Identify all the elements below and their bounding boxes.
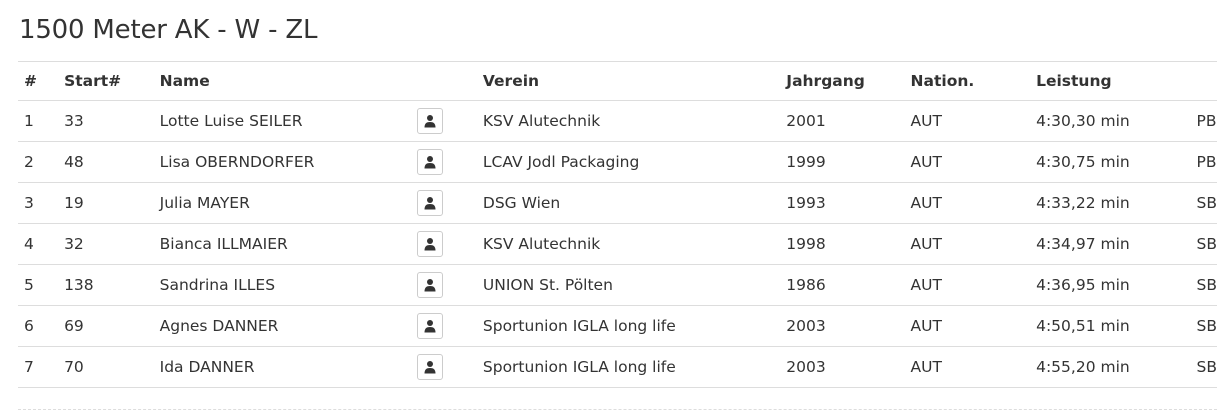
athlete-name-cell: Agnes DANNER xyxy=(153,305,412,347)
profile-cell xyxy=(411,346,477,388)
rank-cell: 1 xyxy=(18,100,59,142)
profile-cell xyxy=(411,141,477,183)
header-birth-year: Jahrgang xyxy=(780,61,905,101)
table-row: 3 19 Julia MAYER DSG Wien 1993 AUT 4:33,… xyxy=(18,182,1217,224)
record-note-cell: SB xyxy=(1190,182,1217,224)
athlete-name-cell: Julia MAYER xyxy=(153,182,412,224)
athlete-profile-button[interactable] xyxy=(417,272,444,298)
athlete-profile-button[interactable] xyxy=(417,313,444,339)
table-row: 5 138 Sandrina ILLES UNION St. Pölten 19… xyxy=(18,264,1217,306)
athlete-profile-button[interactable] xyxy=(417,231,444,257)
performance-cell: 4:55,20 min xyxy=(1030,346,1191,388)
club-cell: LCAV Jodl Packaging xyxy=(476,141,781,183)
start-number-cell: 32 xyxy=(58,223,154,265)
user-icon xyxy=(424,197,436,210)
start-number-cell: 33 xyxy=(58,100,154,142)
club-cell: DSG Wien xyxy=(476,182,781,224)
athlete-profile-button[interactable] xyxy=(417,354,444,380)
nation-cell: AUT xyxy=(904,264,1031,306)
club-cell: Sportunion IGLA long life xyxy=(476,305,781,347)
club-cell: UNION St. Pölten xyxy=(476,264,781,306)
table-row: 6 69 Agnes DANNER Sportunion IGLA long l… xyxy=(18,305,1217,347)
record-note-cell: SB xyxy=(1190,264,1217,306)
athlete-name-cell: Lisa OBERNDORFER xyxy=(153,141,412,183)
rank-cell: 5 xyxy=(18,264,59,306)
header-note xyxy=(1190,61,1217,101)
rank-cell: 6 xyxy=(18,305,59,347)
nation-cell: AUT xyxy=(904,223,1031,265)
rank-cell: 4 xyxy=(18,223,59,265)
page-title: 1500 Meter AK - W - ZL xyxy=(19,15,318,45)
rank-cell: 2 xyxy=(18,141,59,183)
birth-year-cell: 1999 xyxy=(780,141,905,183)
table-row: 1 33 Lotte Luise SEILER KSV Alutechnik 2… xyxy=(18,100,1217,142)
results-body: 1 33 Lotte Luise SEILER KSV Alutechnik 2… xyxy=(18,100,1217,388)
table-row: 2 48 Lisa OBERNDORFER LCAV Jodl Packagin… xyxy=(18,141,1217,183)
performance-cell: 4:36,95 min xyxy=(1030,264,1191,306)
profile-cell xyxy=(411,182,477,224)
birth-year-cell: 1998 xyxy=(780,223,905,265)
header-rank: # xyxy=(18,61,59,101)
header-start-number: Start# xyxy=(58,61,154,101)
athlete-profile-button[interactable] xyxy=(417,190,444,216)
user-icon xyxy=(424,115,436,128)
start-number-cell: 70 xyxy=(58,346,154,388)
athlete-name-cell: Bianca ILLMAIER xyxy=(153,223,412,265)
start-number-cell: 69 xyxy=(58,305,154,347)
record-note-cell: SB xyxy=(1190,346,1217,388)
start-number-cell: 19 xyxy=(58,182,154,224)
user-icon xyxy=(424,156,436,169)
bottom-divider xyxy=(18,409,1217,410)
club-cell: KSV Alutechnik xyxy=(476,100,781,142)
record-note-cell: PB xyxy=(1190,141,1217,183)
athlete-profile-button[interactable] xyxy=(417,149,444,175)
table-row: 4 32 Bianca ILLMAIER KSV Alutechnik 1998… xyxy=(18,223,1217,265)
birth-year-cell: 1986 xyxy=(780,264,905,306)
athlete-name-cell: Sandrina ILLES xyxy=(153,264,412,306)
athlete-profile-button[interactable] xyxy=(417,108,444,134)
performance-cell: 4:33,22 min xyxy=(1030,182,1191,224)
table-row: 7 70 Ida DANNER Sportunion IGLA long lif… xyxy=(18,346,1217,388)
nation-cell: AUT xyxy=(904,305,1031,347)
nation-cell: AUT xyxy=(904,182,1031,224)
start-number-cell: 48 xyxy=(58,141,154,183)
nation-cell: AUT xyxy=(904,141,1031,183)
performance-cell: 4:34,97 min xyxy=(1030,223,1191,265)
club-cell: KSV Alutechnik xyxy=(476,223,781,265)
record-note-cell: SB xyxy=(1190,305,1217,347)
rank-cell: 3 xyxy=(18,182,59,224)
birth-year-cell: 2001 xyxy=(780,100,905,142)
profile-cell xyxy=(411,223,477,265)
athlete-name-cell: Ida DANNER xyxy=(153,346,412,388)
user-icon xyxy=(424,238,436,251)
birth-year-cell: 2003 xyxy=(780,305,905,347)
header-performance: Leistung xyxy=(1030,61,1191,101)
birth-year-cell: 2003 xyxy=(780,346,905,388)
athlete-name-cell: Lotte Luise SEILER xyxy=(153,100,412,142)
nation-cell: AUT xyxy=(904,346,1031,388)
nation-cell: AUT xyxy=(904,100,1031,142)
header-profile xyxy=(411,61,477,101)
club-cell: Sportunion IGLA long life xyxy=(476,346,781,388)
profile-cell xyxy=(411,305,477,347)
user-icon xyxy=(424,320,436,333)
performance-cell: 4:30,75 min xyxy=(1030,141,1191,183)
birth-year-cell: 1993 xyxy=(780,182,905,224)
user-icon xyxy=(424,361,436,374)
performance-cell: 4:50,51 min xyxy=(1030,305,1191,347)
profile-cell xyxy=(411,264,477,306)
user-icon xyxy=(424,279,436,292)
record-note-cell: SB xyxy=(1190,223,1217,265)
profile-cell xyxy=(411,100,477,142)
start-number-cell: 138 xyxy=(58,264,154,306)
rank-cell: 7 xyxy=(18,346,59,388)
performance-cell: 4:30,30 min xyxy=(1030,100,1191,142)
header-club: Verein xyxy=(476,61,781,101)
header-nation: Nation. xyxy=(904,61,1031,101)
record-note-cell: PB xyxy=(1190,100,1217,142)
table-header-row: # Start# Name Verein Jahrgang Nation. Le… xyxy=(18,61,1217,101)
header-name: Name xyxy=(153,61,412,101)
results-table: # Start# Name Verein Jahrgang Nation. Le… xyxy=(18,61,1217,388)
